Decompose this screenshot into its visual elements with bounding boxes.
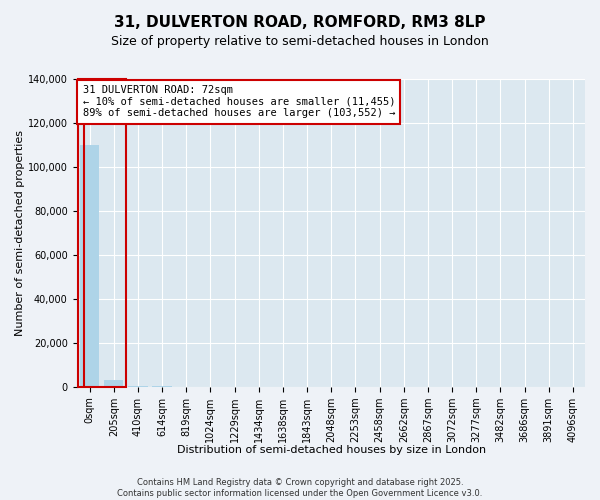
Bar bbox=[128, 386, 148, 387]
Bar bbox=[104, 380, 124, 387]
Text: Size of property relative to semi-detached houses in London: Size of property relative to semi-detach… bbox=[111, 35, 489, 48]
Text: 31 DULVERTON ROAD: 72sqm
← 10% of semi-detached houses are smaller (11,455)
89% : 31 DULVERTON ROAD: 72sqm ← 10% of semi-d… bbox=[83, 85, 395, 118]
Y-axis label: Number of semi-detached properties: Number of semi-detached properties bbox=[15, 130, 25, 336]
Text: Contains HM Land Registry data © Crown copyright and database right 2025.
Contai: Contains HM Land Registry data © Crown c… bbox=[118, 478, 482, 498]
Bar bbox=[77, 79, 126, 387]
Text: 31, DULVERTON ROAD, ROMFORD, RM3 8LP: 31, DULVERTON ROAD, ROMFORD, RM3 8LP bbox=[114, 15, 486, 30]
Bar bbox=[80, 145, 99, 387]
X-axis label: Distribution of semi-detached houses by size in London: Distribution of semi-detached houses by … bbox=[176, 445, 486, 455]
